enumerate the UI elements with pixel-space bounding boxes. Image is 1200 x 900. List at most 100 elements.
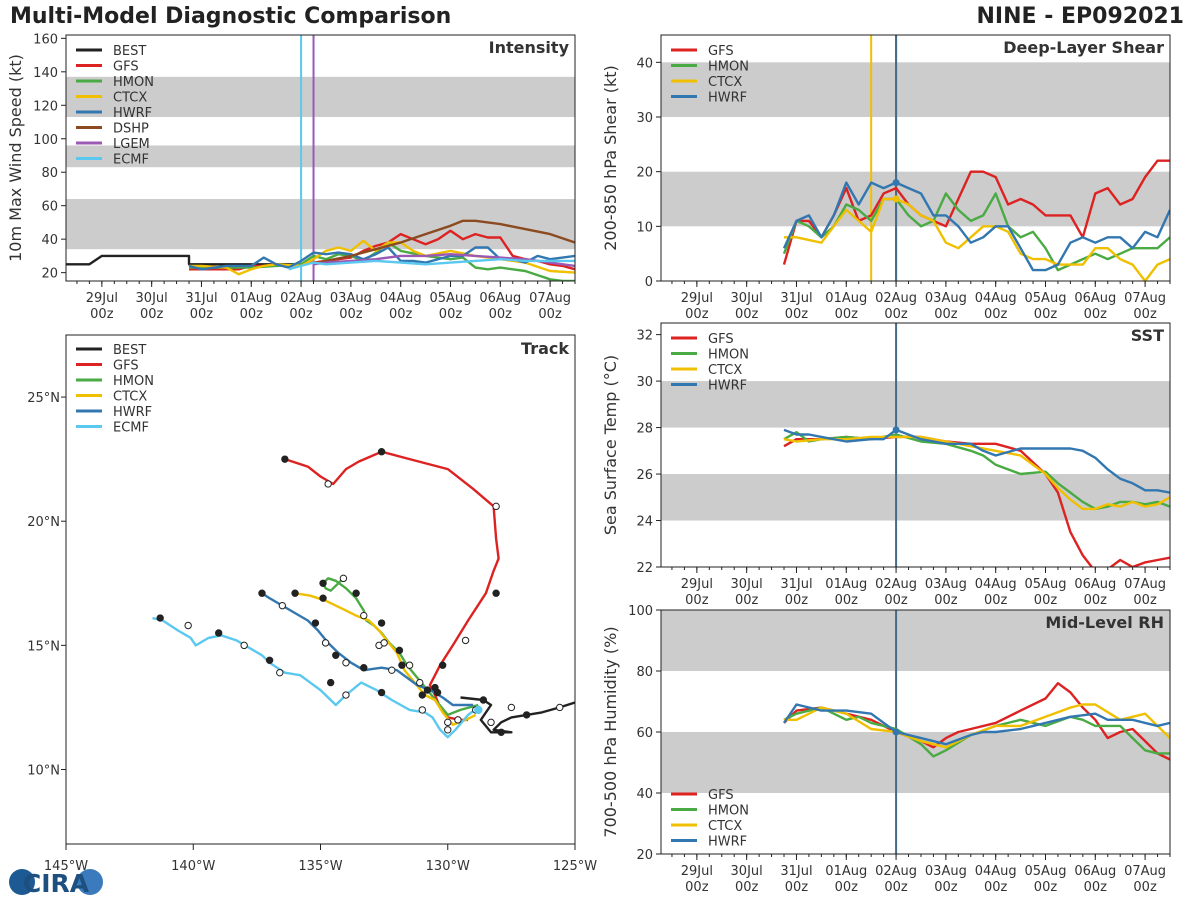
legend-label-hwrf: HWRF bbox=[113, 106, 152, 121]
track-point-hmon bbox=[377, 619, 386, 627]
logo-circle-left bbox=[9, 869, 35, 895]
y-tick-label: 30 bbox=[636, 375, 653, 390]
x-tick-hour: 00z bbox=[538, 307, 562, 322]
series-best bbox=[66, 254, 302, 266]
x-tick-date: 01Aug bbox=[825, 864, 867, 879]
band-0 bbox=[66, 199, 575, 250]
y-tick-label: 20 bbox=[636, 848, 653, 863]
track-point-ctcx bbox=[291, 589, 299, 597]
y-tick-label: 120 bbox=[33, 99, 58, 114]
plot-area bbox=[661, 35, 1170, 281]
series-hwrf bbox=[782, 181, 1170, 272]
track-hwrf bbox=[261, 592, 474, 707]
y-tick-label: 22 bbox=[636, 561, 653, 576]
legend-label-lgem: LGEM bbox=[113, 137, 150, 152]
storm-id: NINE - EP092021 bbox=[976, 4, 1185, 29]
x-tick-hour: 00z bbox=[685, 593, 709, 608]
track-point-best bbox=[522, 711, 531, 719]
x-tick-date: 04Aug bbox=[975, 291, 1017, 306]
x-tick-hour: 00z bbox=[1034, 593, 1058, 608]
x-tick-hour: 00z bbox=[140, 307, 164, 322]
legend-label-ctcx: CTCX bbox=[113, 91, 147, 106]
y-tick-label: 28 bbox=[636, 422, 653, 437]
track-point-ecmf bbox=[418, 706, 426, 714]
y-tick-label: 100 bbox=[628, 604, 653, 619]
track-point-best bbox=[507, 703, 516, 712]
y-tick-label: 10 bbox=[636, 220, 653, 235]
lon-tick-label: 135°W bbox=[298, 859, 342, 874]
panel-title: Mid-Level RH bbox=[1045, 613, 1164, 632]
track-point-gfs bbox=[461, 636, 470, 645]
x-tick-hour: 00z bbox=[1084, 880, 1108, 895]
x-tick-hour: 00z bbox=[1034, 307, 1058, 322]
series-dshp bbox=[313, 219, 575, 266]
x-tick-date: 05Aug bbox=[430, 291, 472, 306]
track-point-hwrf bbox=[278, 601, 287, 610]
y-tick-label: 0 bbox=[645, 275, 653, 290]
current-marker bbox=[892, 728, 900, 736]
x-tick-date: 03Aug bbox=[925, 864, 967, 879]
x-tick-hour: 00z bbox=[835, 307, 859, 322]
track-point-ctcx bbox=[444, 718, 452, 727]
legend-label-hmon: HMON bbox=[708, 348, 749, 363]
track-point-ecmf bbox=[156, 614, 164, 622]
track-point-hmon bbox=[405, 661, 414, 669]
track-point-gfs bbox=[454, 716, 462, 724]
band-1 bbox=[661, 62, 1170, 117]
legend-label-hwrf: HWRF bbox=[708, 91, 747, 106]
x-tick-date: 04Aug bbox=[975, 577, 1017, 592]
track-start-marker bbox=[474, 705, 483, 715]
x-tick-date: 30Jul bbox=[731, 577, 763, 592]
x-tick-date: 31Jul bbox=[780, 577, 812, 592]
plot-frame bbox=[660, 322, 1171, 568]
band-0 bbox=[661, 171, 1170, 227]
y-tick-label: 20 bbox=[636, 166, 653, 181]
logo-circle-right bbox=[77, 869, 103, 895]
y-tick-label: 60 bbox=[636, 726, 653, 741]
legend-label-gfs: GFS bbox=[113, 359, 139, 374]
series-hmon bbox=[782, 192, 1170, 272]
track-point-ecmf bbox=[444, 726, 452, 734]
x-tick-hour: 00z bbox=[934, 307, 958, 322]
x-tick-date: 31Jul bbox=[780, 291, 812, 306]
y-axis-label: 200-850 hPa Shear (kt) bbox=[601, 65, 620, 251]
x-tick-hour: 00z bbox=[984, 307, 1008, 322]
x-tick-date: 02Aug bbox=[280, 291, 322, 306]
y-tick-label: 100 bbox=[33, 133, 58, 148]
x-tick-date: 05Aug bbox=[1025, 577, 1067, 592]
x-tick-date: 01Aug bbox=[230, 291, 272, 306]
plot-area bbox=[661, 323, 1170, 567]
series-hmon bbox=[783, 431, 1170, 511]
legend-label-ctcx: CTCX bbox=[708, 75, 742, 90]
y-axis-label: 10m Max Wind Speed (kt) bbox=[6, 54, 25, 262]
cira-logo: CIRA bbox=[9, 869, 103, 898]
lat-tick-label: 15°N bbox=[27, 639, 60, 654]
track-point-best bbox=[487, 718, 495, 727]
x-tick-hour: 00z bbox=[339, 307, 363, 322]
track-point-hwrf bbox=[332, 651, 340, 659]
x-tick-hour: 00z bbox=[389, 307, 413, 322]
x-tick-hour: 00z bbox=[439, 307, 463, 322]
x-tick-date: 31Jul bbox=[780, 864, 812, 879]
track-point-ecmf bbox=[377, 688, 386, 697]
series-ctcx bbox=[783, 435, 1170, 511]
x-tick-date: 03Aug bbox=[330, 291, 372, 306]
track-point-ctcx bbox=[398, 661, 406, 669]
logo-text: CIRA bbox=[23, 869, 90, 898]
track-point-ecmf bbox=[240, 641, 248, 650]
x-tick-hour: 00z bbox=[1034, 880, 1058, 895]
panel-sst: 22242628303229Jul00z30Jul00z31Jul00z01Au… bbox=[601, 322, 1171, 608]
track-point-hwrf bbox=[416, 678, 424, 687]
track-point-hwrf bbox=[321, 639, 330, 647]
y-tick-label: 140 bbox=[33, 66, 58, 81]
legend-label-ecmf: ECMF bbox=[113, 421, 149, 436]
track-point-ctcx bbox=[380, 639, 388, 647]
legend-label-hwrf: HWRF bbox=[708, 379, 747, 394]
x-tick-date: 07Aug bbox=[1124, 577, 1166, 592]
x-tick-date: 06Aug bbox=[1074, 577, 1116, 592]
track-point-hmon bbox=[319, 579, 327, 587]
y-tick-label: 80 bbox=[41, 166, 58, 181]
track-point-hmon bbox=[352, 589, 360, 597]
x-tick-hour: 00z bbox=[90, 307, 114, 322]
x-tick-date: 29Jul bbox=[681, 291, 713, 306]
